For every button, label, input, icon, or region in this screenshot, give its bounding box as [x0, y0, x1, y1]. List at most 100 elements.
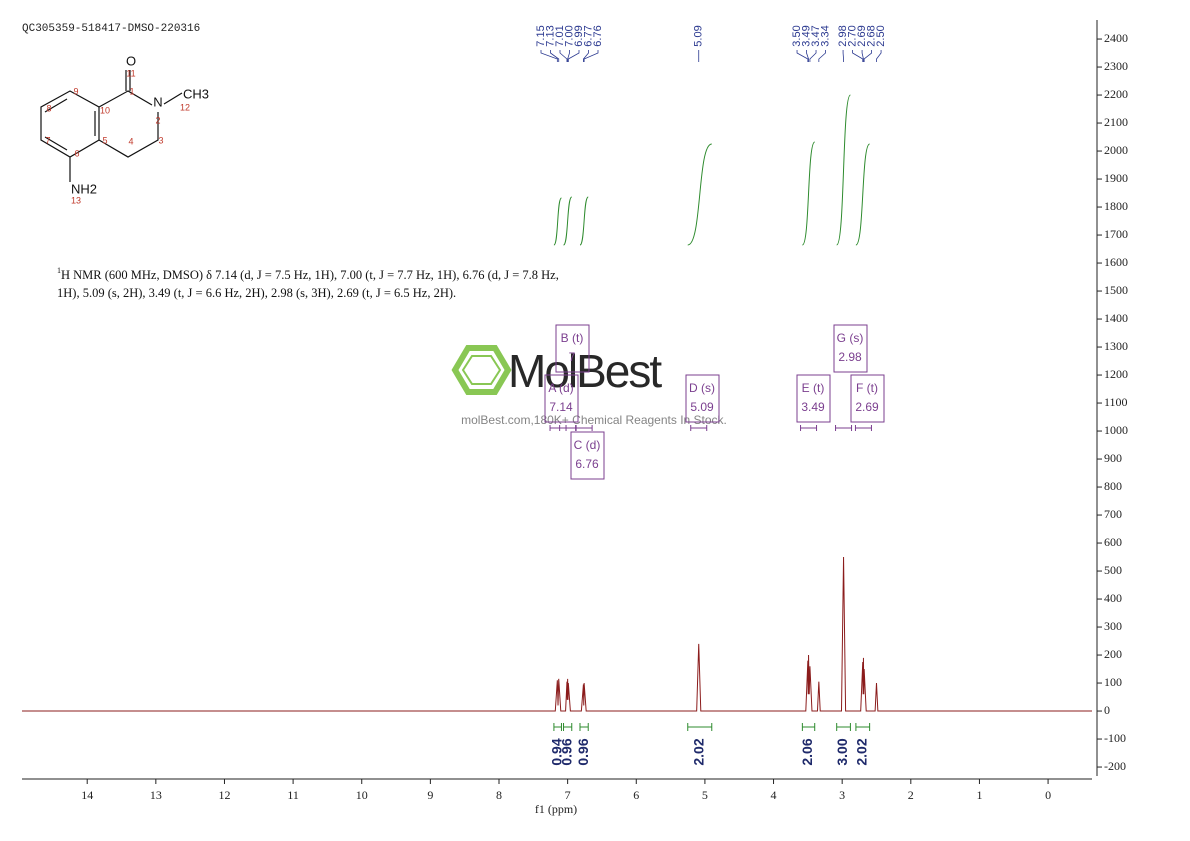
x-tick-label: 12: [218, 788, 230, 802]
atom-number: 8: [46, 103, 51, 113]
integral-bracket: [801, 723, 816, 731]
peak-label: 2.69: [856, 25, 868, 46]
atom-label: NH2: [71, 181, 97, 196]
peak-connector: [861, 50, 864, 62]
x-tick-label: 6: [633, 788, 639, 802]
peak-connector: [818, 50, 826, 62]
description-line: 1H), 5.09 (s, 2H), 3.49 (t, J = 6.6 Hz, …: [57, 286, 456, 300]
y-tick-label: 500: [1104, 563, 1122, 577]
atom-number: 13: [71, 195, 81, 205]
x-tick-label: 0: [1045, 788, 1051, 802]
description-line: H NMR (600 MHz, DMSO) δ 7.14 (d, J = 7.5…: [61, 268, 559, 282]
integral-curve: [836, 94, 851, 246]
y-tick-label: 1600: [1104, 255, 1128, 269]
y-tick-label: 0: [1104, 703, 1110, 717]
atom-number: 5: [102, 135, 107, 145]
y-tick-label: 2300: [1104, 59, 1128, 73]
multiplet-shift: 6.76: [575, 457, 599, 471]
description: 1H NMR (600 MHz, DMSO) δ 7.14 (d, J = 7.…: [57, 266, 559, 282]
integral-bracket: [836, 723, 851, 731]
y-tick-label: 1700: [1104, 227, 1128, 241]
peak-connector: [567, 50, 580, 62]
x-tick-label: 5: [702, 788, 708, 802]
x-tick-label: 7: [565, 788, 571, 802]
y-tick-label: -100: [1104, 731, 1126, 745]
atom-number: 10: [100, 105, 110, 115]
y-tick-label: 1200: [1104, 367, 1128, 381]
y-tick-label: 1900: [1104, 171, 1128, 185]
integral-bracket: [855, 723, 871, 731]
peak-label: 6.76: [592, 25, 604, 46]
integral-bracket: [553, 723, 562, 731]
superscript: 1: [57, 266, 61, 275]
x-tick-label: 14: [81, 788, 93, 802]
peak-connector: [559, 50, 568, 62]
multiplet-shift: 3.49: [801, 400, 825, 414]
integral-curve: [553, 197, 562, 246]
x-tick-label: 1: [976, 788, 982, 802]
atom-number: 6: [74, 148, 79, 158]
multiplet-shift: 7.14: [549, 400, 573, 414]
y-tick-label: 1400: [1104, 311, 1128, 325]
y-tick-label: 1500: [1104, 283, 1128, 297]
y-tick-label: 2200: [1104, 87, 1128, 101]
y-tick-label: 800: [1104, 479, 1122, 493]
multiplet-shift: 2.69: [855, 400, 879, 414]
x-axis-label: f1 (ppm): [535, 802, 577, 816]
peak-label: 2.98: [837, 25, 849, 46]
multiplet-tick: [835, 425, 853, 431]
y-tick-label: 600: [1104, 535, 1122, 549]
x-tick-label: 13: [150, 788, 162, 802]
y-tick-label: 300: [1104, 619, 1122, 633]
peak-label: 3.47: [810, 25, 822, 46]
multiplet-box: [544, 374, 579, 423]
multiplet-box: [570, 431, 605, 480]
multiplet-label: B (t): [561, 331, 584, 345]
multiplet-tick: [854, 425, 872, 431]
multiplet-label: D (s): [689, 381, 715, 395]
x-tick-label: 8: [496, 788, 502, 802]
multiplet-label: C (d): [574, 438, 601, 452]
peak-connector: [863, 50, 872, 62]
peak-label: 6.77: [582, 25, 594, 46]
y-tick-label: 200: [1104, 647, 1122, 661]
peak-connector: [796, 50, 809, 62]
atom-label: N: [153, 94, 162, 109]
peak-label: 3.50: [791, 25, 803, 46]
watermark-brand: MolBest: [508, 345, 662, 397]
x-tick-label: 3: [839, 788, 845, 802]
peak-connector: [583, 50, 599, 62]
peak-connector: [550, 50, 560, 62]
y-tick-label: -200: [1104, 759, 1126, 773]
sample-id: QC305359-518417-DMSO-220316: [22, 23, 200, 35]
y-tick-label: 1000: [1104, 423, 1128, 437]
integral-label: 2.02: [690, 738, 706, 765]
peak-label: 2.70: [846, 25, 858, 46]
integral-label: 0.94: [548, 738, 564, 765]
spectrum-line: [22, 557, 1092, 712]
watermark-tagline: molBest.com,180K+ Chemical Reagents In S…: [461, 413, 727, 427]
integral-label: 0.96: [575, 738, 591, 765]
peak-connector: [583, 50, 589, 62]
integral-curve: [855, 143, 871, 246]
integral-curve: [563, 196, 573, 246]
peak-label: 5.09: [693, 25, 705, 46]
peak-label: 6.99: [573, 25, 585, 46]
y-tick-label: 1100: [1104, 395, 1128, 409]
multiplet-tick: [690, 425, 708, 431]
atom-number: 11: [126, 68, 135, 78]
y-tick-label: 900: [1104, 451, 1122, 465]
peak-label: 7.00: [563, 25, 575, 46]
peak-label: 7.01: [554, 25, 566, 46]
multiplet-box: [685, 374, 720, 423]
y-tick-label: 1300: [1104, 339, 1128, 353]
multiplet-box: [833, 324, 868, 373]
peak-label: 2.68: [865, 25, 877, 46]
x-tick-label: 9: [427, 788, 433, 802]
y-tick-label: 1800: [1104, 199, 1128, 213]
peak-label: 2.50: [875, 25, 887, 46]
integral-curve: [579, 196, 589, 246]
peak-connector: [540, 50, 558, 62]
x-tick-label: 4: [771, 788, 777, 802]
